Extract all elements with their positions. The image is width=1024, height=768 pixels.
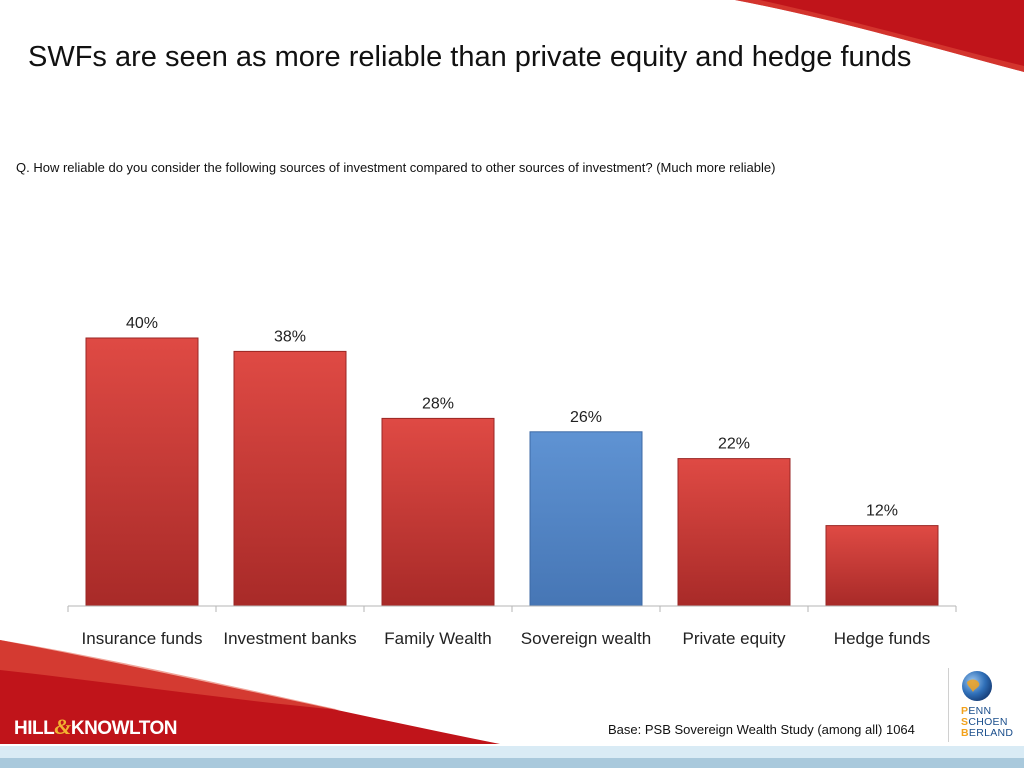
bar-hedge-funds (825, 525, 939, 607)
base-note: Base: PSB Sovereign Wealth Study (among … (608, 722, 915, 737)
category-label: Investment banks (223, 629, 356, 648)
data-labels-layer: 40% 38% 28% 26% 22% 12% (126, 315, 898, 520)
data-label: 40% (126, 315, 158, 332)
category-label: Private equity (683, 629, 786, 648)
logo-text-hill: HILL (14, 718, 55, 739)
category-label: Hedge funds (834, 629, 930, 648)
survey-question: Q. How reliable do you consider the foll… (16, 160, 776, 175)
footer-band-decoration (0, 640, 1024, 768)
slide-title: SWFs are seen as more reliable than priv… (28, 41, 912, 73)
category-label: Family Wealth (384, 629, 491, 648)
bar-chart: 40% 38% 28% 26% 22% 12% Insurance funds Invest… (67, 315, 957, 648)
penn-schoen-berland-logo: PENN SCHOEN BERLAND (948, 668, 1021, 742)
bar-family-wealth (381, 417, 495, 607)
data-label: 28% (422, 395, 454, 412)
bar-insurance-funds (85, 337, 199, 607)
psb-line-2: SCHOEN (961, 716, 1008, 728)
data-label: 26% (570, 409, 602, 426)
data-label: 22% (718, 436, 750, 453)
header-swoosh-decoration (735, 0, 1024, 72)
logo-ampersand: & (54, 714, 71, 739)
psb-line-3: BERLAND (961, 727, 1014, 739)
psb-line-1: PENN (961, 705, 992, 717)
data-label: 12% (866, 503, 898, 520)
bar-sovereign-wealth (529, 431, 643, 607)
bar-investment-banks (233, 350, 347, 607)
category-label: Insurance funds (82, 629, 203, 648)
data-label: 38% (274, 328, 306, 345)
category-label: Sovereign wealth (521, 629, 651, 648)
bars-layer (85, 337, 939, 607)
logo-text-knowlton: KNOWLTON (70, 718, 178, 739)
x-axis: Insurance funds Investment banks Family We… (67, 605, 957, 648)
globe-icon (962, 671, 992, 701)
hill-knowlton-logo: HILL&KNOWLTON (14, 712, 177, 740)
bar-private-equity (677, 458, 791, 607)
